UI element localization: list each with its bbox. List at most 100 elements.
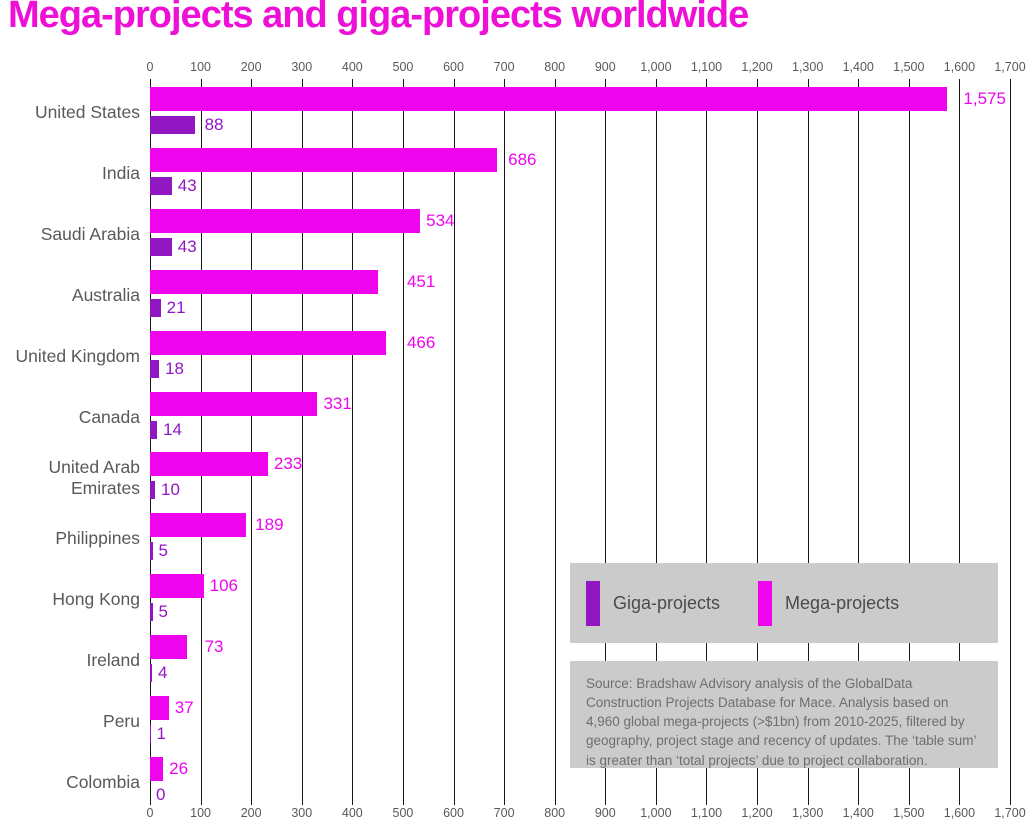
- axis-tick-label-top: 0: [146, 60, 154, 74]
- source-text: Source: Bradshaw Advisory analysis of th…: [586, 676, 976, 768]
- mega-value-label: 37: [174, 698, 194, 717]
- mega-value-label: 451: [406, 271, 436, 291]
- axis-tick-label-top: 900: [594, 60, 616, 74]
- giga-bar: [150, 116, 195, 134]
- mega-bar: [150, 756, 164, 781]
- chart-title: Mega-projects and giga-projects worldwid…: [8, 0, 749, 36]
- axis-tick-label-bottom: 1,600: [943, 806, 976, 820]
- axis-tick-label-bottom: 0: [146, 806, 154, 820]
- gridline: [1010, 86, 1011, 797]
- axis-tick-label-top: 400: [341, 60, 363, 74]
- axis-tick-top: [453, 79, 455, 86]
- axis-tick-label-top: 1,400: [842, 60, 874, 74]
- axis-tick-label-bottom: 1,200: [741, 806, 773, 820]
- axis-tick-label-top: 600: [443, 60, 464, 74]
- mega-bar: [150, 330, 386, 355]
- axis-tick-label-top: 200: [240, 60, 262, 74]
- mega-value-label: 466: [406, 332, 436, 352]
- gridline: [858, 86, 860, 797]
- axis-tick-top: [554, 79, 556, 86]
- gridline: [504, 86, 506, 797]
- axis-tick-bottom: [858, 797, 860, 805]
- gridline: [807, 86, 809, 797]
- axis-tick-bottom: [301, 797, 303, 805]
- category-label: Saudi Arabia: [40, 223, 140, 244]
- axis-tick-top: [301, 79, 303, 86]
- mega-bar: [150, 696, 169, 720]
- axis-tick-label-bottom: 100: [190, 806, 211, 820]
- category-label: United Arab Emirates: [48, 456, 140, 499]
- axis-tick-label-top: 1,100: [690, 60, 723, 74]
- axis-tick-label-bottom: 600: [443, 806, 464, 820]
- gridline: [352, 86, 354, 797]
- giga-bar: [150, 237, 172, 256]
- mega-bar: [150, 574, 204, 599]
- axis-tick-label-top: 500: [392, 60, 414, 74]
- category-label: United Kingdom: [15, 345, 140, 366]
- axis-tick-top: [251, 79, 253, 86]
- giga-bar: [150, 603, 153, 622]
- axis-tick-bottom: [453, 797, 455, 805]
- axis-tick-label-top: 300: [291, 60, 313, 74]
- gridline: [706, 86, 708, 797]
- mega-value-label: 1,575: [963, 89, 1006, 108]
- giga-bar: [150, 542, 153, 561]
- axis-tick-bottom: [807, 797, 809, 805]
- axis-tick-bottom: [706, 797, 708, 805]
- giga-value-label: 1: [156, 724, 166, 743]
- giga-value-label: 88: [204, 115, 224, 134]
- axis-tick-bottom: [150, 797, 151, 805]
- axis-tick-top: [757, 79, 759, 86]
- axis-tick-bottom: [605, 797, 607, 805]
- category-label: Hong Kong: [52, 589, 140, 610]
- gridline: [301, 86, 303, 797]
- axis-tick-top: [807, 79, 809, 86]
- axis-tick-label-bottom: 1,100: [690, 806, 723, 820]
- giga-value-label: 4: [158, 663, 168, 683]
- giga-bar: [150, 664, 153, 683]
- giga-value-label: 14: [163, 419, 182, 439]
- gridline: [655, 86, 657, 797]
- mega-bar: [150, 391, 318, 416]
- axis-tick-bottom: [200, 797, 202, 805]
- legend-item-mega: Mega-projects: [758, 580, 899, 626]
- axis-tick-top: [655, 79, 657, 86]
- giga-value-label: 0: [156, 784, 166, 804]
- axis-tick-label-top: 100: [190, 60, 211, 74]
- axis-tick-label-top: 1,700: [994, 60, 1026, 74]
- axis-tick-label-top: 1,000: [640, 60, 672, 74]
- legend-label-giga: Giga-projects: [613, 592, 721, 613]
- axis-tick-top: [1010, 79, 1011, 86]
- gridline: [605, 86, 607, 797]
- axis-tick-bottom: [757, 797, 759, 805]
- source-note: Source: Bradshaw Advisory analysis of th…: [570, 661, 998, 768]
- mega-value-label: 106: [209, 576, 238, 596]
- category-label: Canada: [78, 406, 140, 427]
- mega-bar: [150, 208, 421, 233]
- mega-value-label: 73: [204, 637, 224, 657]
- mega-bar: [150, 87, 947, 111]
- axis-tick-top: [959, 79, 961, 86]
- mega-bar: [150, 452, 268, 477]
- axis-tick-top: [858, 79, 860, 86]
- axis-tick-bottom: [251, 797, 253, 805]
- mega-bar: [150, 147, 498, 172]
- mega-bar: [150, 269, 379, 294]
- legend: Giga-projects Mega-projects: [570, 563, 998, 643]
- axis-tick-top: [605, 79, 607, 86]
- giga-bar: [150, 481, 156, 500]
- category-label: Ireland: [86, 650, 140, 671]
- axis-tick-top: [908, 79, 910, 86]
- mega-swatch: [758, 580, 773, 626]
- axis-tick-top: [504, 79, 506, 86]
- mega-value-label: 26: [169, 758, 189, 778]
- axis-tick-bottom: [655, 797, 657, 805]
- category-label: Colombia: [66, 771, 140, 792]
- gridline: [402, 86, 404, 797]
- axis-tick-label-bottom: 400: [341, 806, 363, 820]
- axis-tick-label-bottom: 1,500: [893, 806, 925, 820]
- giga-value-label: 10: [161, 480, 180, 500]
- axis-tick-label-top: 1,600: [943, 60, 976, 74]
- mega-value-label: 331: [323, 393, 352, 413]
- axis-tick-label-bottom: 200: [240, 806, 262, 820]
